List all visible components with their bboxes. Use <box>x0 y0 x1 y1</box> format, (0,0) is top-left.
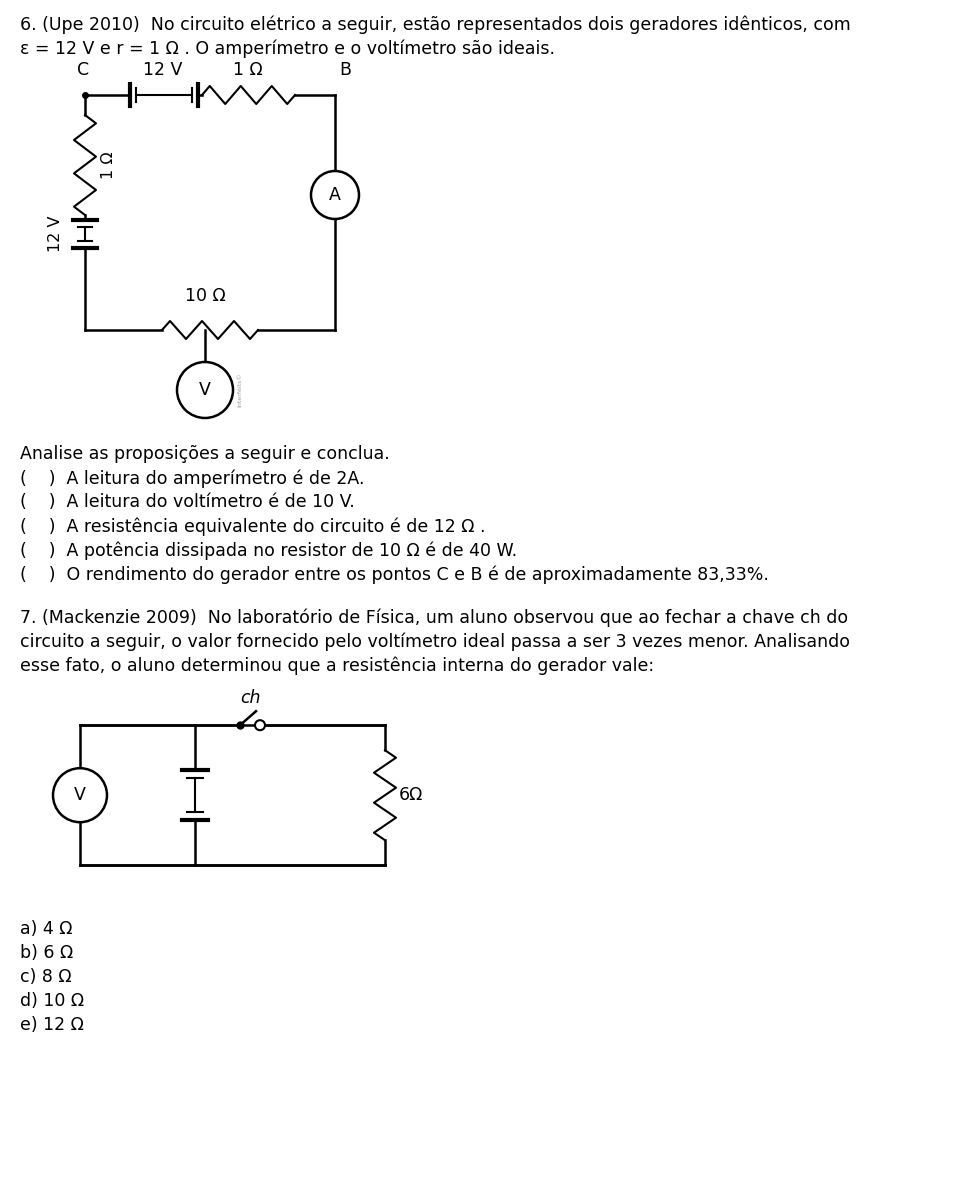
Text: a) 4 Ω: a) 4 Ω <box>20 921 73 939</box>
Text: Analise as proposições a seguir e conclua.: Analise as proposições a seguir e conclu… <box>20 445 390 463</box>
Circle shape <box>177 362 233 418</box>
Text: (    )  O rendimento do gerador entre os pontos C e B é de aproximadamente 83,33: ( ) O rendimento do gerador entre os pon… <box>20 565 769 584</box>
Text: (    )  A leitura do voltímetro é de 10 V.: ( ) A leitura do voltímetro é de 10 V. <box>20 493 355 511</box>
Text: Interféits©: Interféits© <box>237 373 242 407</box>
Circle shape <box>311 172 359 219</box>
Text: 7. (Mackenzie 2009)  No laboratório de Física, um aluno observou que ao fechar a: 7. (Mackenzie 2009) No laboratório de Fí… <box>20 609 848 626</box>
Text: 6Ω: 6Ω <box>399 786 423 804</box>
Text: 6. (Upe 2010)  No circuito elétrico a seguir, estão representados dois geradores: 6. (Upe 2010) No circuito elétrico a seg… <box>20 15 851 33</box>
Text: esse fato, o aluno determinou que a resistência interna do gerador vale:: esse fato, o aluno determinou que a resi… <box>20 656 654 674</box>
Text: b) 6 Ω: b) 6 Ω <box>20 944 73 962</box>
Text: d) 10 Ω: d) 10 Ω <box>20 992 84 1010</box>
Text: 10 Ω: 10 Ω <box>184 287 226 305</box>
Text: ch: ch <box>240 690 260 707</box>
Circle shape <box>53 768 107 822</box>
Text: 12 V: 12 V <box>48 216 63 252</box>
Text: e) 12 Ω: e) 12 Ω <box>20 1016 84 1034</box>
Text: V: V <box>199 381 211 399</box>
Text: C: C <box>77 61 89 79</box>
Text: circuito a seguir, o valor fornecido pelo voltímetro ideal passa a ser 3 vezes m: circuito a seguir, o valor fornecido pel… <box>20 632 850 650</box>
Text: B: B <box>339 61 351 79</box>
Text: 12 V: 12 V <box>143 61 182 79</box>
Text: (    )  A leitura do amperímetro é de 2A.: ( ) A leitura do amperímetro é de 2A. <box>20 469 365 487</box>
Text: c) 8 Ω: c) 8 Ω <box>20 968 72 986</box>
Text: A: A <box>329 186 341 204</box>
Text: (    )  A resistência equivalente do circuito é de 12 Ω .: ( ) A resistência equivalente do circuit… <box>20 517 486 536</box>
Text: 1 Ω: 1 Ω <box>233 61 263 79</box>
Text: (    )  A potência dissipada no resistor de 10 Ω é de 40 W.: ( ) A potência dissipada no resistor de … <box>20 541 517 560</box>
Circle shape <box>255 721 265 730</box>
Text: ε = 12 V e r = 1 Ω . O amperímetro e o voltímetro são ideais.: ε = 12 V e r = 1 Ω . O amperímetro e o v… <box>20 39 555 57</box>
Text: 1 Ω: 1 Ω <box>101 151 116 179</box>
Text: V: V <box>74 786 86 804</box>
